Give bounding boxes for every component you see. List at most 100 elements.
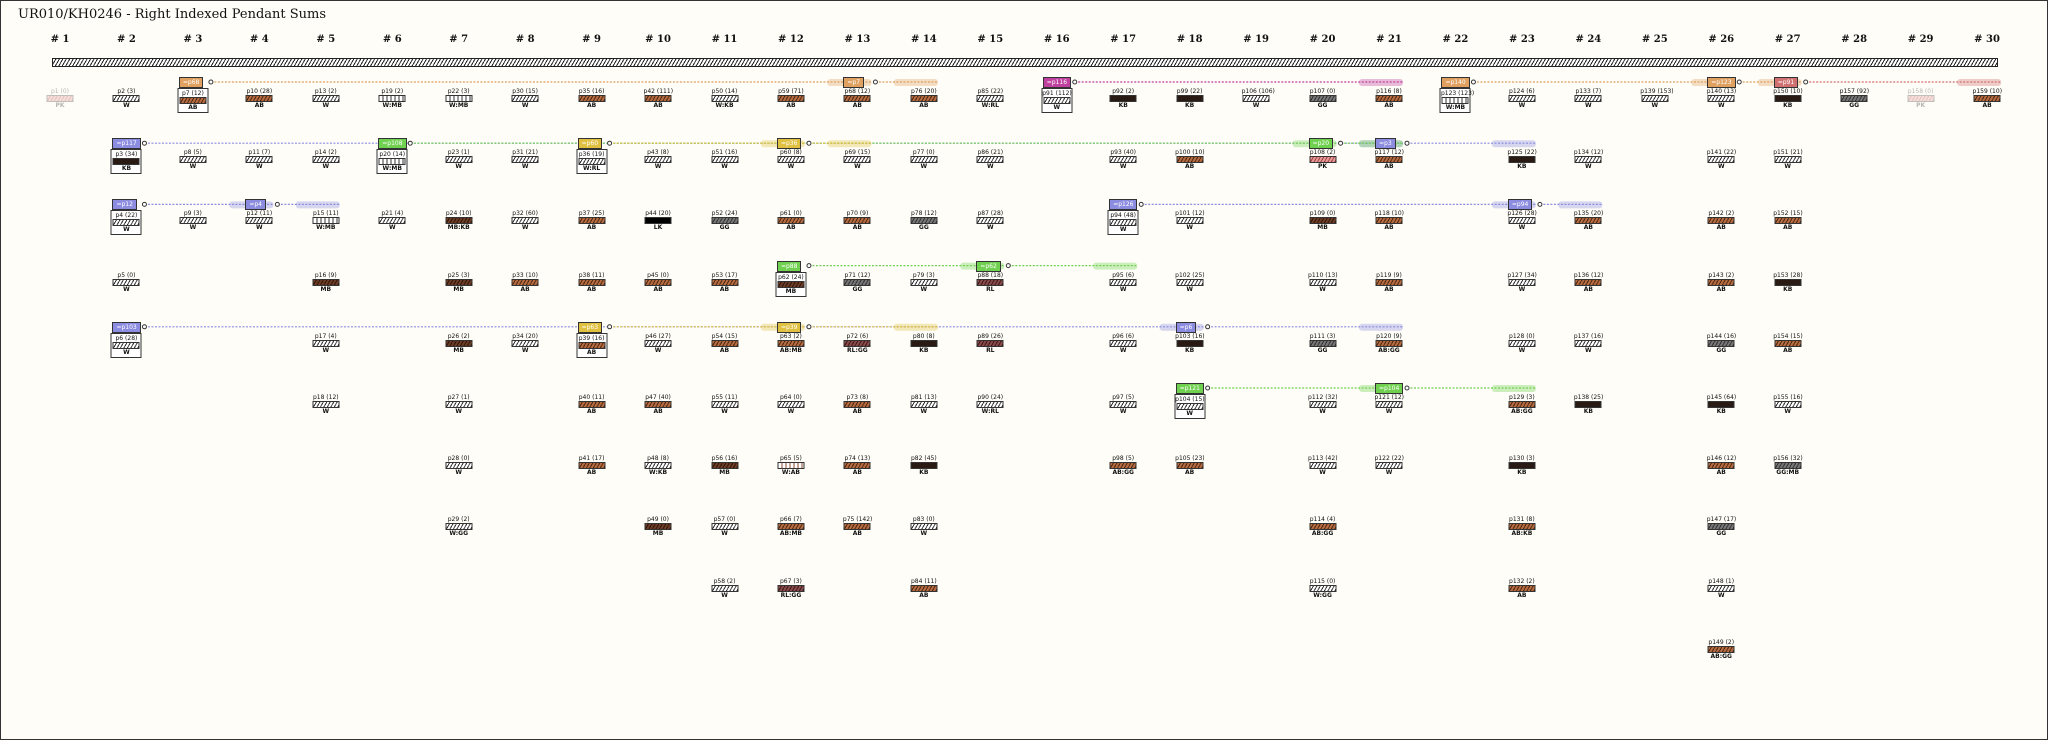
- pendant-cord: [312, 401, 340, 408]
- pendant-p149: p149 (2) AB:GG: [1707, 639, 1736, 660]
- pendant-p141: p141 (22) W: [1707, 149, 1736, 170]
- pendant-color: W: [123, 226, 130, 234]
- pendant-cord: [1375, 462, 1403, 470]
- pendant-label: p120 (9): [1376, 332, 1402, 340]
- pendant-p65: p65 (5) W:AB: [776, 455, 805, 476]
- column-header: # 10: [645, 34, 671, 45]
- pendant-label: p2 (3): [117, 88, 136, 95]
- pendant-p81: p81 (13) W: [909, 394, 938, 415]
- pendant-color: AB: [1783, 224, 1793, 232]
- pendant-cord: [445, 217, 473, 225]
- pendant-cord: [976, 156, 1004, 164]
- pendant-cord: [976, 401, 1004, 408]
- pendant-cord: [378, 158, 406, 166]
- pendant-p34: p34 (20) W: [511, 333, 540, 354]
- pendant-cord: [644, 156, 672, 164]
- link-anchor: [1803, 79, 1809, 85]
- pendant-color: W: [854, 163, 861, 171]
- pendant-p125: p125 (22) KB: [1507, 149, 1536, 170]
- pendant-label: p105 (23): [1175, 455, 1205, 463]
- pendant-label: p141 (22): [1706, 149, 1737, 157]
- pendant-color: W: [721, 591, 728, 599]
- pendant-color: W: [1119, 408, 1127, 415]
- pendant-p88: p88 (18) RL: [976, 272, 1005, 293]
- pendant-cord: [445, 523, 473, 531]
- pendant-cord: [1707, 339, 1735, 347]
- pendant-color: AB: [1716, 469, 1726, 477]
- column-header: # 26: [1708, 34, 1735, 45]
- column-header: # 8: [515, 34, 535, 45]
- pendant-cord: [578, 341, 606, 349]
- pendant-label: p23 (1): [447, 149, 470, 157]
- pendant-cord: [1176, 217, 1204, 225]
- pendant-label: p57 (0): [713, 516, 736, 524]
- link-anchor: [1205, 385, 1211, 391]
- pendant-label: p60 (8): [780, 149, 802, 157]
- pendant-label: p73 (8): [846, 394, 869, 401]
- pendant-p131: p131 (8) AB:KB: [1507, 516, 1536, 537]
- pendant-color: W:AB: [781, 469, 800, 477]
- pendant-color: W: [1784, 408, 1791, 415]
- pendant-cord: [1109, 462, 1137, 470]
- pendant-color: KB: [1783, 102, 1793, 109]
- link-anchor: [872, 79, 878, 85]
- column-header: # 30: [1974, 34, 2000, 45]
- link-anchor: [1404, 385, 1410, 391]
- pendant-cord: [1707, 523, 1735, 531]
- link-anchor: [1072, 79, 1078, 85]
- pendant-color: AB: [1384, 163, 1394, 171]
- link-tag: =p36: [776, 138, 802, 150]
- pendant-color: GG: [1716, 346, 1727, 354]
- pendant-label: p51 (16): [711, 149, 738, 157]
- pendant-label: p91 (112): [1042, 90, 1072, 97]
- pendant-p56: p56 (16) MB: [710, 455, 739, 476]
- pendant-color: AB: [852, 530, 862, 538]
- pendant-p68: p68 (12) AB: [843, 88, 872, 109]
- pendant-color: W: [189, 163, 197, 171]
- pendant-color: W: [1518, 102, 1526, 109]
- column-header: # 7: [449, 34, 469, 45]
- link-tag: =p63: [577, 321, 603, 333]
- pendant-color: W: [1186, 410, 1193, 417]
- pendant-p89: p89 (26) RL: [976, 333, 1005, 354]
- pendant-color: MB: [1317, 224, 1328, 232]
- pendant-color: MB: [453, 285, 464, 293]
- pendant-color: KB: [1583, 408, 1593, 415]
- pendant-color: AB: [653, 408, 663, 415]
- pendant-color: W:GG: [1313, 591, 1332, 599]
- pendant-cord: [843, 95, 871, 102]
- pendant-p78: p78 (12) GG: [909, 210, 938, 231]
- pendant-cord: [312, 278, 340, 286]
- pendant-p83: p83 (0) W: [909, 516, 938, 537]
- pendant-cord: [1309, 523, 1337, 531]
- pendant-cord: [711, 584, 738, 592]
- pendant-label: p34 (20): [512, 332, 538, 340]
- pendant-cord: [1774, 339, 1802, 347]
- pendant-p71: p71 (12) GG: [843, 272, 872, 293]
- pendant-label: p97 (5): [1112, 394, 1135, 401]
- link-tag: =p12: [112, 199, 137, 211]
- pendant-color: AB: [188, 104, 198, 111]
- link-anchor: [607, 324, 613, 330]
- link-tag: =p104: [1375, 383, 1404, 394]
- pendant-label: p147 (17): [1706, 516, 1737, 524]
- pendant-cord: [843, 462, 871, 470]
- pendant-color: W: [1319, 285, 1326, 293]
- pendant-label: p21 (4): [381, 210, 404, 218]
- pendant-color: AB: [586, 408, 597, 415]
- pendant-cord: [711, 401, 738, 408]
- pendant-cord: [511, 156, 539, 164]
- pendant-label: p25 (3): [447, 271, 470, 279]
- column-header: # 11: [711, 34, 738, 45]
- pendant-color: MB: [320, 285, 332, 293]
- pendant-cord: [910, 217, 938, 225]
- pendant-color: AB: [786, 224, 796, 232]
- pendant-label: p86 (21): [977, 149, 1004, 157]
- pendant-label: p80 (8): [912, 332, 935, 340]
- pendant-p124: p124 (6) W: [1507, 88, 1536, 109]
- pendant-label: p135 (20): [1573, 210, 1604, 218]
- pendant-cord: [711, 278, 738, 286]
- pendant-cord: [843, 523, 871, 531]
- pendant-color: AB:MB: [779, 530, 803, 538]
- pendant-p7: p7 (12) AB: [177, 88, 209, 113]
